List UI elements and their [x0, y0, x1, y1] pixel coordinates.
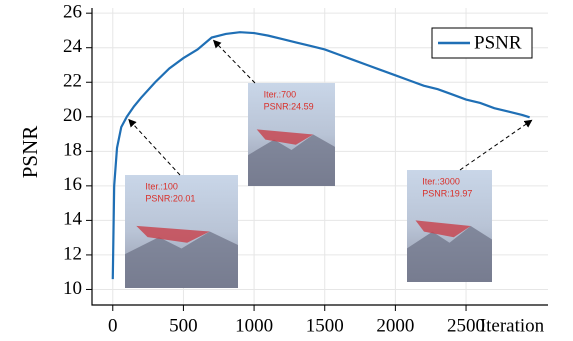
x-tick-label: 1000 — [235, 315, 273, 336]
annotation-arrow — [128, 118, 181, 176]
inset-plane — [415, 220, 471, 238]
x-tick-label: 1500 — [306, 315, 344, 336]
y-axis-label: PSNR — [18, 126, 42, 179]
axes — [91, 8, 548, 306]
inset-image — [407, 170, 492, 282]
annotation-text: PSNR:24.59 — [264, 101, 314, 111]
inset-mountains — [125, 231, 238, 288]
inset-plane — [256, 129, 314, 145]
y-tick-label: 20 — [63, 105, 82, 126]
x-tick-label: 2000 — [376, 315, 414, 336]
annotation-text: Iter.:3000 — [422, 176, 460, 186]
inset-mountains — [248, 134, 335, 186]
inset-image — [248, 83, 335, 186]
legend-label: PSNR — [474, 32, 522, 53]
x-axis-label: Iteration — [480, 315, 545, 336]
y-tick-label: 26 — [63, 2, 82, 23]
inset-image — [125, 175, 238, 288]
y-tick-label: 14 — [63, 209, 83, 230]
x-tick-label: 2500 — [447, 315, 485, 336]
annotation-arrow — [212, 39, 256, 84]
data-line — [111, 31, 530, 280]
y-tick-label: 24 — [63, 36, 83, 57]
y-tick-label: 12 — [63, 243, 82, 264]
annotation-arrow — [459, 119, 533, 171]
y-tick-label: 18 — [63, 140, 82, 161]
inset-plane — [136, 225, 210, 243]
annotation-text: PSNR:19.97 — [422, 188, 472, 198]
y-tick-label: 16 — [63, 174, 82, 195]
x-tick-label: 0 — [108, 315, 118, 336]
y-tick-label: 10 — [63, 278, 82, 299]
annotation-text: Iter.:100 — [145, 181, 178, 191]
inset-mountains — [407, 226, 492, 282]
y-tick-label: 22 — [63, 71, 82, 92]
annotation-text: PSNR:20.01 — [145, 193, 195, 203]
annotation-text: Iter.:700 — [264, 89, 297, 99]
x-tick-label: 500 — [169, 315, 198, 336]
